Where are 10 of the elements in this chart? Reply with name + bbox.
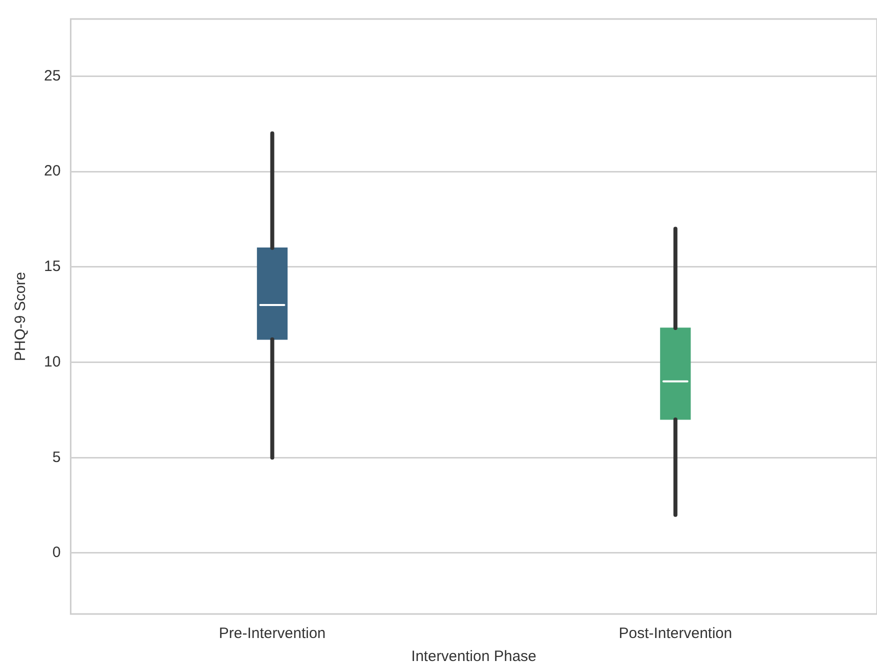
- x-axis-title: Intervention Phase: [411, 648, 536, 666]
- y-axis-title: PHQ-9 Score: [12, 272, 30, 362]
- y-tick-label: 5: [52, 448, 61, 466]
- x-tick-label: Post-Intervention: [618, 625, 732, 642]
- x-tick-label: Pre-Intervention: [218, 625, 326, 642]
- y-tick-label: 25: [44, 67, 61, 84]
- y-tick-label: 15: [44, 258, 61, 276]
- y-tick-label: 20: [44, 162, 61, 180]
- y-tick-label: 10: [44, 353, 61, 370]
- y-tick-label: 0: [52, 544, 61, 562]
